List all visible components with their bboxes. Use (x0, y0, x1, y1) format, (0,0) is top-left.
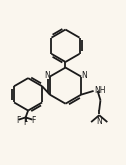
Text: F: F (23, 118, 28, 127)
Text: NH: NH (95, 86, 106, 95)
Text: N: N (96, 117, 102, 126)
Text: N: N (81, 71, 87, 81)
Text: F: F (16, 116, 20, 125)
Text: N: N (44, 71, 50, 81)
Text: F: F (31, 116, 35, 125)
